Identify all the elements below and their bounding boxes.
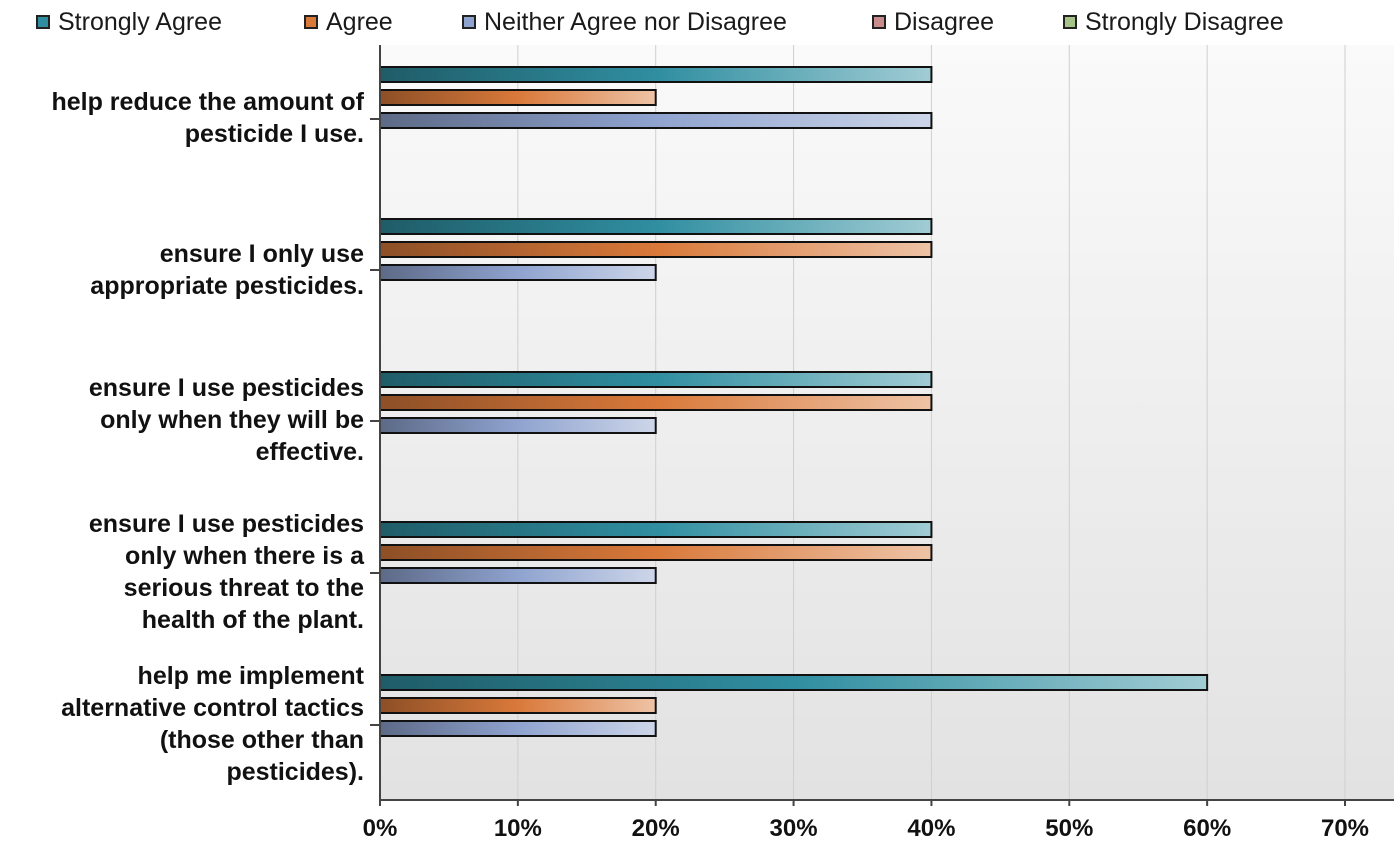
legend: Strongly Agree Agree Neither Agree nor Dis… [0,0,1400,44]
bar-neither-agree-nor-disagree-cat-1 [379,264,657,281]
category-label-line: help me implement [137,662,364,690]
bar-strongly-agree-cat-3 [379,521,933,538]
category-label-line: only when there is a [125,542,364,570]
legend-item-neither-agree-nor-disagree[interactable]: Neither Agree nor Disagree [462,8,787,36]
x-tick-label-0: 0% [362,815,398,842]
category-label-line: ensure I use pesticides [88,374,364,402]
bar-neither-agree-nor-disagree-cat-0 [379,112,933,129]
x-tick-label-6: 60% [1183,815,1232,842]
category-label-line: serious threat to the [123,574,364,602]
legend-swatch [872,15,886,29]
category-label-4: help me implement alternative control tac… [61,660,364,788]
category-label-0: help reduce the amount of pesticide I use… [51,86,364,150]
bar-agree-cat-0 [379,89,657,106]
bar-agree-cat-4 [379,697,657,714]
category-label-line: ensure I use pesticides [88,510,364,538]
bar-neither-agree-nor-disagree-cat-4 [379,720,657,737]
bar-strongly-agree-cat-1 [379,218,933,235]
legend-swatch [36,15,50,29]
category-label-line: alternative control tactics [61,694,364,722]
legend-label: Strongly Agree [58,7,222,36]
x-tick-label-2: 20% [631,815,680,842]
bar-neither-agree-nor-disagree-cat-2 [379,417,657,434]
x-tick-label-3: 30% [769,815,818,842]
category-label-line: help reduce the amount of [51,88,364,116]
x-tick-label-5: 50% [1045,815,1094,842]
bar-neither-agree-nor-disagree-cat-3 [379,567,657,584]
bar-strongly-agree-cat-4 [379,674,1209,691]
category-label-line: health of the plant. [141,606,364,634]
category-label-line: effective. [255,438,364,466]
x-tick-label-7: 70% [1320,815,1370,842]
category-label-2: ensure I use pesticides only when they wi… [89,372,364,468]
legend-swatch [304,15,318,29]
bar-strongly-agree-cat-0 [379,66,933,83]
legend-label: Neither Agree nor Disagree [484,7,787,36]
legend-item-disagree[interactable]: Disagree [872,8,994,36]
category-label-line: pesticides). [226,758,364,786]
category-label-line: pesticide I use. [184,120,364,148]
legend-swatch [462,15,476,29]
x-tick-label-4: 40% [907,815,956,842]
legend-label: Strongly Disagree [1085,7,1284,36]
bar-strongly-agree-cat-2 [379,371,933,388]
category-label-line: appropriate pesticides. [90,272,364,300]
legend-item-agree[interactable]: Agree [304,8,393,36]
legend-item-strongly-disagree[interactable]: Strongly Disagree [1063,8,1284,36]
legend-item-strongly-agree[interactable]: Strongly Agree [36,8,222,36]
legend-swatch [1063,15,1077,29]
x-tick-label-1: 10% [493,815,542,842]
bar-agree-cat-3 [379,544,933,561]
bar-agree-cat-2 [379,394,933,411]
category-label-3: ensure I use pesticides only when there i… [89,508,364,636]
legend-label: Disagree [894,7,995,36]
legend-label: Agree [326,7,393,36]
category-label-1: ensure I only use appropriate pesticides. [90,238,364,302]
category-label-line: ensure I only use [159,240,364,268]
bar-agree-cat-1 [379,241,933,258]
category-label-line: only when they will be [100,406,364,434]
category-label-line: (those other than [159,726,364,754]
